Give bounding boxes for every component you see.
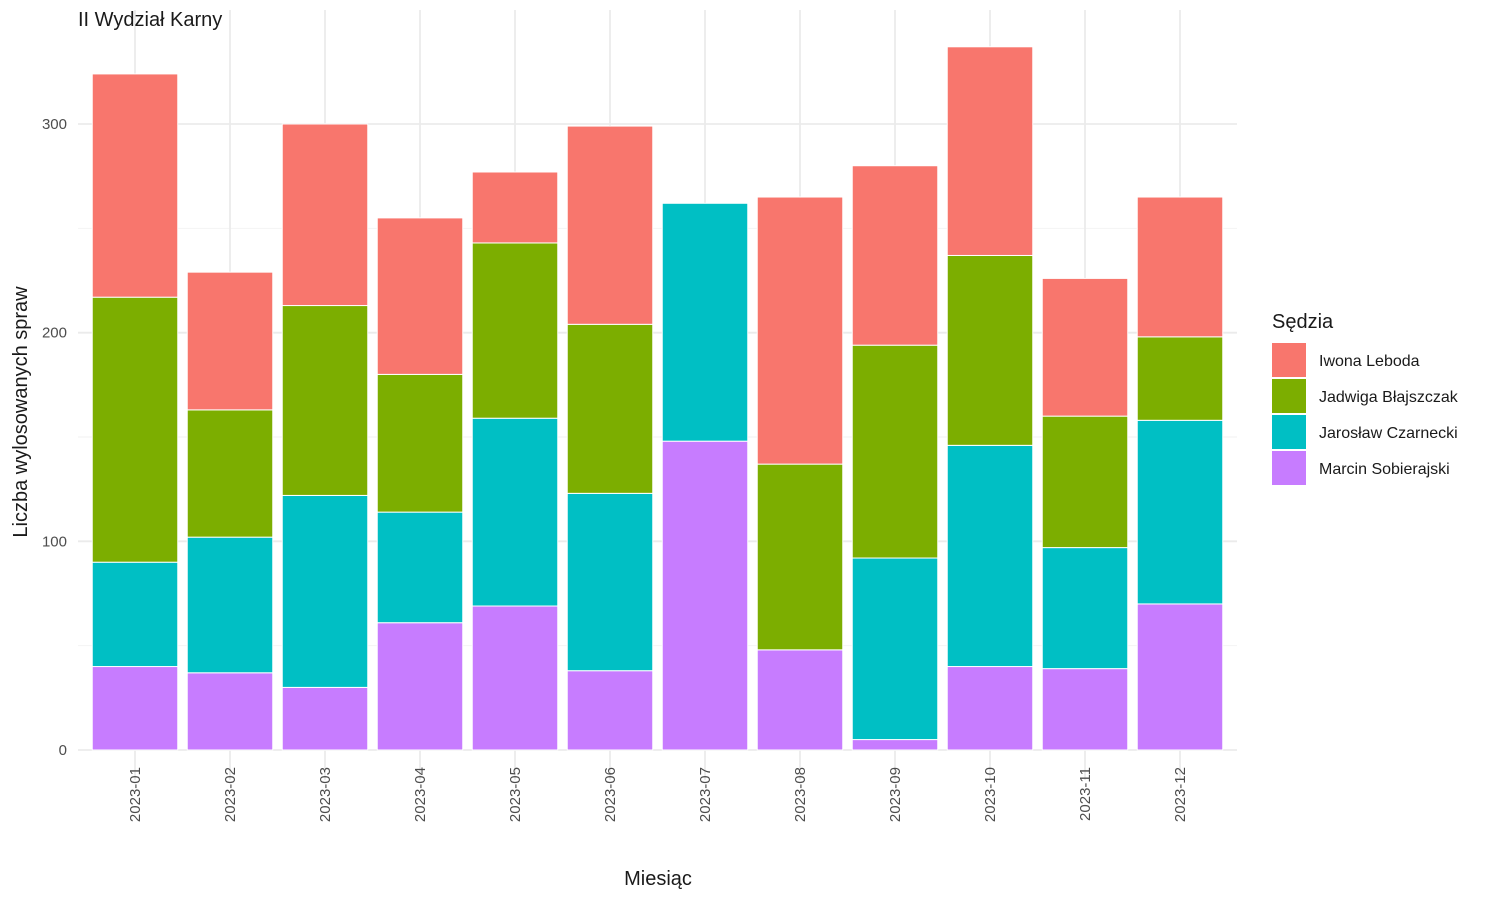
- x-tick-label: 2023-01: [127, 767, 144, 822]
- bar-segment: [566, 323, 654, 494]
- y-axis-title: Liczba wylosowanych spraw: [10, 286, 32, 538]
- x-tick-label: 2023-07: [697, 767, 714, 822]
- legend-title: Sędzia: [1272, 311, 1334, 333]
- x-tick-label: 2023-12: [1172, 767, 1189, 822]
- bar-segment: [1041, 415, 1129, 549]
- x-tick-label: 2023-10: [982, 767, 999, 822]
- bar-segment: [946, 46, 1034, 256]
- bar-segment: [756, 196, 844, 465]
- bar-segment: [851, 557, 939, 741]
- y-tick-label: 200: [42, 325, 67, 342]
- bar-segment: [1041, 547, 1129, 670]
- bar-segment: [376, 511, 464, 624]
- bar-segment: [1136, 603, 1224, 751]
- y-tick-labels: 0 100 200 300: [42, 116, 67, 759]
- legend-label: Iwona Leboda: [1319, 353, 1420, 370]
- bar-segment: [946, 666, 1034, 751]
- bar-segment: [281, 123, 369, 307]
- bar-segment: [186, 409, 274, 538]
- bar-segment: [376, 373, 464, 513]
- x-tick-label: 2023-06: [602, 767, 619, 822]
- y-tick-label: 300: [42, 116, 67, 133]
- bar-segment: [566, 492, 654, 672]
- bar-segment: [661, 440, 749, 751]
- legend-label: Jarosław Czarnecki: [1319, 425, 1458, 442]
- bar-segment: [661, 202, 749, 442]
- bars: [91, 46, 1224, 751]
- bar-segment: [566, 125, 654, 325]
- bar-segment: [186, 672, 274, 751]
- x-tick-labels: 2023-01 2023-02 2023-03 2023-04 2023-05 2023-…: [127, 767, 1189, 822]
- legend-label: Jadwiga Błajszczak: [1319, 389, 1459, 406]
- bar-segment: [186, 271, 274, 411]
- y-tick-label: 100: [42, 533, 67, 550]
- legend-swatch: [1272, 379, 1306, 413]
- bar-segment: [281, 494, 369, 688]
- bar-segment: [471, 605, 559, 751]
- bar-segment: [281, 686, 369, 751]
- chart-title: II Wydział Karny: [78, 9, 222, 31]
- bar-segment: [1041, 277, 1129, 417]
- bar-segment: [471, 417, 559, 607]
- bar-segment: [851, 739, 939, 751]
- bar-segment: [851, 344, 939, 559]
- legend-swatch: [1272, 343, 1306, 377]
- y-tick-label: 0: [59, 742, 67, 759]
- bar-segment: [756, 463, 844, 651]
- bar-segment: [946, 444, 1034, 668]
- bar-segment: [91, 73, 179, 298]
- bar-segment: [376, 217, 464, 375]
- bar-segment: [91, 296, 179, 563]
- bar-segment: [1136, 336, 1224, 421]
- bar-segment: [946, 254, 1034, 446]
- x-axis-title: Miesiąc: [624, 868, 692, 890]
- bar-segment: [1041, 668, 1129, 751]
- bar-segment: [91, 666, 179, 751]
- bar-segment: [91, 561, 179, 668]
- x-tick-label: 2023-08: [792, 767, 809, 822]
- x-tick-label: 2023-05: [507, 767, 524, 822]
- legend-swatch: [1272, 451, 1306, 485]
- legend-swatch: [1272, 415, 1306, 449]
- bar-segment: [756, 649, 844, 751]
- x-tick-label: 2023-04: [412, 767, 429, 822]
- legend-label: Marcin Sobierajski: [1319, 461, 1450, 478]
- bar-segment: [471, 171, 559, 244]
- bar-segment: [1136, 196, 1224, 338]
- bar-segment: [281, 305, 369, 496]
- bar-segment: [851, 165, 939, 346]
- bar-segment: [376, 622, 464, 751]
- x-tick-label: 2023-02: [222, 767, 239, 822]
- x-tick-label: 2023-03: [317, 767, 334, 822]
- legend: Sędzia Iwona Leboda Jadwiga Błajszczak Jar…: [1272, 311, 1459, 485]
- bar-segment: [186, 536, 274, 674]
- bar-segment: [566, 670, 654, 751]
- x-tick-label: 2023-09: [887, 767, 904, 822]
- bar-segment: [471, 242, 559, 419]
- x-tick-label: 2023-11: [1077, 767, 1094, 821]
- bar-segment: [1136, 419, 1224, 605]
